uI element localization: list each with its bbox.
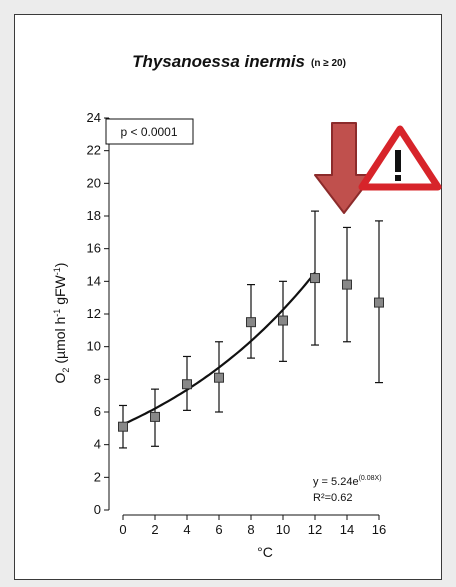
y-tick-label: 10 — [87, 339, 101, 354]
data-point — [118, 421, 128, 432]
warning-icon — [358, 125, 442, 191]
y-tick-label: 12 — [87, 306, 101, 321]
y-tick-label: 8 — [94, 371, 101, 386]
y-tick-label: 2 — [94, 469, 101, 484]
data-point — [374, 297, 384, 308]
data-point — [278, 315, 288, 326]
y-tick-label: 20 — [87, 175, 101, 190]
down-arrow-icon — [314, 122, 374, 214]
y-tick-label: 14 — [87, 273, 101, 288]
data-point — [310, 273, 320, 284]
x-tick-label: 2 — [151, 522, 158, 537]
y-tick-label: 18 — [87, 208, 101, 223]
y-axis-label: O2 (µmol h-1 gFW-1) — [52, 263, 71, 384]
chart-frame: Thysanoessa inermis (n ≥ 20) 0 2 4 6 8 10 12 14… — [14, 14, 442, 580]
data-points — [118, 273, 384, 432]
pvalue-box — [105, 118, 194, 145]
x-tick-label: 16 — [372, 522, 386, 537]
data-point — [246, 317, 256, 328]
y-tick-label: 6 — [94, 404, 101, 419]
x-axis-ticks: 0 2 4 6 8 10 12 14 16 — [119, 515, 386, 537]
chart-title: Thysanoessa inermis — [132, 52, 305, 71]
data-point — [214, 372, 224, 383]
chart: Thysanoessa inermis (n ≥ 20) 02468101214… — [52, 52, 442, 560]
data-point — [150, 411, 160, 422]
pvalue-label: p < 0.0001 — [120, 125, 177, 139]
x-tick-label: 8 — [247, 522, 254, 537]
data-point — [182, 379, 192, 390]
x-tick-label: 4 — [183, 522, 190, 537]
x-tick-label: 0 — [119, 522, 126, 537]
data-point — [342, 279, 352, 290]
x-tick-label: 6 — [215, 522, 222, 537]
chart-title-note: (n ≥ 20) — [311, 58, 346, 69]
y-tick-label: 16 — [87, 241, 101, 256]
y-tick-label: 0 — [94, 502, 101, 517]
x-tick-label: 14 — [340, 522, 354, 537]
fit-equation: y = 5.24e(0.08X) — [313, 475, 382, 488]
y-tick-label: 4 — [94, 437, 101, 452]
y-tick-label: 22 — [87, 143, 101, 158]
x-axis-label: °C — [257, 544, 273, 560]
y-tick-label: 24 — [87, 110, 101, 125]
fit-r-squared: R²=0.62 — [313, 492, 352, 504]
x-tick-label: 10 — [276, 522, 290, 537]
x-tick-label: 12 — [308, 522, 322, 537]
